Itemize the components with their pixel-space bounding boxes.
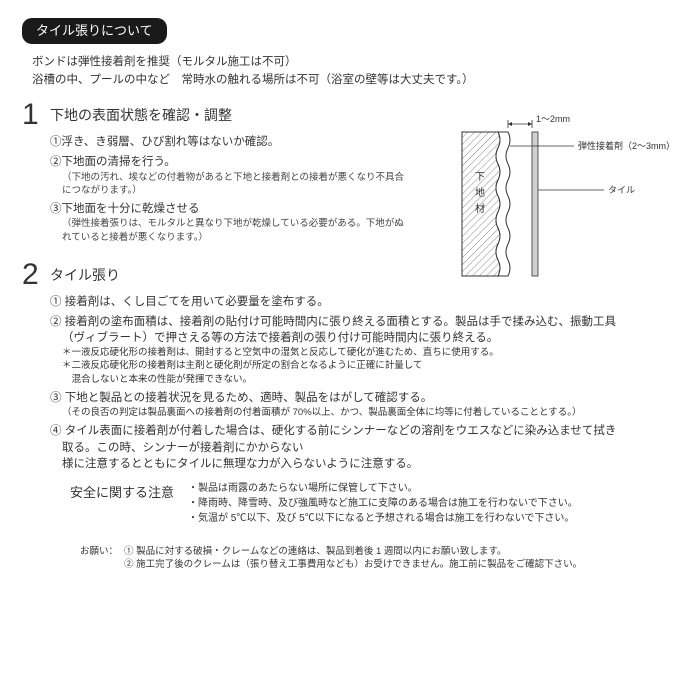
step-item: ①浮き、き弱層、ひび割れ等はないか確認。	[50, 134, 410, 150]
step-note: （その良否の判定は製品裏面への接着剤の付着面積が 70%以上、かつ、製品裏面全体…	[62, 406, 678, 419]
step-text: 取る。この時、シンナーが接着剤にかからない	[62, 440, 678, 456]
section-number: 1	[22, 100, 50, 130]
step-subtext: （下地の汚れ、埃などの付着物があると下地と接着剤との接着が悪くなり不具合につなが…	[62, 171, 410, 198]
svg-text:下: 下	[475, 172, 485, 183]
step-note: 混合しないと本来の性能が発揮できない。	[62, 373, 678, 386]
intro-block: ボンドは弾性接着剤を推奨（モルタル施工は不可） 浴槽の中、プールの中など 常時水…	[32, 54, 678, 88]
request-list: ① 製品に対する破損・クレームなどの連絡は、製品到着後 1 週間以内にお願い致し…	[124, 545, 582, 572]
adhesive-label: 弾性接着剤（2～3mm）	[578, 140, 674, 151]
step-text: 下地と製品との接着状況を見るため、適時、製品をはがして確認する。	[65, 392, 433, 404]
step-item: ②下地面の清掃を行う。 （下地の汚れ、埃などの付着物があると下地と接着剤との接着…	[50, 154, 410, 197]
step-item: ① 接着剤は、くし目ごてを用いて必要量を塗布する。	[50, 294, 678, 310]
request-label: お願い：	[80, 545, 118, 558]
step-text: （ヴィブラート）で押さえる等の方法で接着剤の張り付け可能時間内に張り終える。	[62, 330, 678, 346]
step-num: ②	[50, 156, 62, 168]
step-item: ② 接着剤の塗布面積は、接着剤の貼付け可能時間内に張り終える面積とする。製品は手…	[50, 314, 678, 386]
step-num: ②	[50, 316, 62, 328]
step-text: 下地面の清掃を行う。	[62, 156, 176, 168]
safety-item: ・製品は雨露のあたらない場所に保管して下さい。	[188, 482, 578, 496]
step-num: ①	[50, 296, 62, 308]
request-block: お願い： ① 製品に対する破損・クレームなどの連絡は、製品到着後 1 週間以内に…	[80, 545, 678, 572]
intro-line: 浴槽の中、プールの中など 常時水の触れる場所は不可（浴室の壁等は大丈夫です。）	[32, 72, 678, 88]
step-num: ③	[50, 392, 62, 404]
section-2-steps: ① 接着剤は、くし目ごてを用いて必要量を塗布する。 ② 接着剤の塗布面積は、接着…	[50, 294, 678, 472]
step-num: ③	[50, 203, 62, 215]
page-title: タイル張りについて	[22, 18, 167, 44]
step-text: タイル表面に接着剤が付着した場合は、硬化する前にシンナーなどの溶剤をウエスなどに…	[65, 425, 617, 437]
section-title: 下地の表面状態を確認・調整	[50, 106, 232, 126]
tile-label: タイル	[608, 185, 635, 195]
safety-title: 安全に関する注意	[70, 482, 174, 502]
step-text: 接着剤は、くし目ごてを用いて必要量を塗布する。	[65, 296, 329, 308]
step-item: ③下地面を十分に乾燥させる （弾性接着張りは、モルタルと異なり下地が乾燥している…	[50, 201, 410, 244]
step-text: 接着剤の塗布面積は、接着剤の貼付け可能時間内に張り終える面積とする。製品は手で揉…	[65, 316, 616, 328]
request-item: ① 製品に対する破損・クレームなどの連絡は、製品到着後 1 週間以内にお願い致し…	[124, 545, 582, 558]
step-text: 下地面を十分に乾燥させる	[62, 203, 200, 215]
safety-list: ・製品は雨露のあたらない場所に保管して下さい。 ・降雨時、降雪時、及び強風時など…	[188, 482, 578, 527]
step-note: ＊二液反応硬化形の接着剤は主剤と硬化剤が所定の割合となるように正確に計量して	[62, 359, 678, 372]
request-item: ② 施工完了後のクレームは（張り替え工事費用なども）お受けできません。施工前に製…	[124, 558, 582, 571]
intro-line: ボンドは弾性接着剤を推奨（モルタル施工は不可）	[32, 54, 678, 70]
section-number: 2	[22, 260, 50, 290]
step-subtext: （弾性接着張りは、モルタルと異なり下地が乾燥している必要がある。下地がぬれている…	[62, 217, 410, 244]
gap-dim-label: 1～2mm	[536, 114, 570, 124]
step-text: 浮き、き弱層、ひび割れ等はないか確認。	[62, 136, 280, 148]
svg-text:材: 材	[475, 202, 485, 215]
step-num: ④	[50, 425, 62, 437]
step-item: ③ 下地と製品との接着状況を見るため、適時、製品をはがして確認する。 （その良否…	[50, 390, 678, 419]
section-1-steps: ①浮き、き弱層、ひび割れ等はないか確認。 ②下地面の清掃を行う。 （下地の汚れ、…	[50, 134, 410, 243]
safety-block: 安全に関する注意 ・製品は雨露のあたらない場所に保管して下さい。 ・降雨時、降雪…	[70, 482, 678, 527]
step-text: 様に注意するとともにタイルに無理な力が入らないように注意する。	[62, 456, 678, 472]
step-num: ①	[50, 136, 62, 148]
tile-section-diagram: 1～2mm 下 地 材 弾性接着剤（2～3mm） タイル	[454, 110, 674, 290]
svg-text:地: 地	[475, 186, 485, 199]
step-note: ＊一液反応硬化形の接着剤は、開封すると空気中の湿気と反応して硬化が進むため、直ち…	[62, 346, 678, 359]
safety-item: ・気温が 5℃以下、及び 5℃以下になると予想される場合は施工を行わないで下さい…	[188, 512, 578, 526]
step-item: ④ タイル表面に接着剤が付着した場合は、硬化する前にシンナーなどの溶剤をウエスな…	[50, 423, 678, 471]
safety-item: ・降雨時、降雪時、及び強風時など施工に支障のある場合は施工を行わないで下さい。	[188, 497, 578, 511]
section-title: タイル張り	[50, 266, 120, 286]
